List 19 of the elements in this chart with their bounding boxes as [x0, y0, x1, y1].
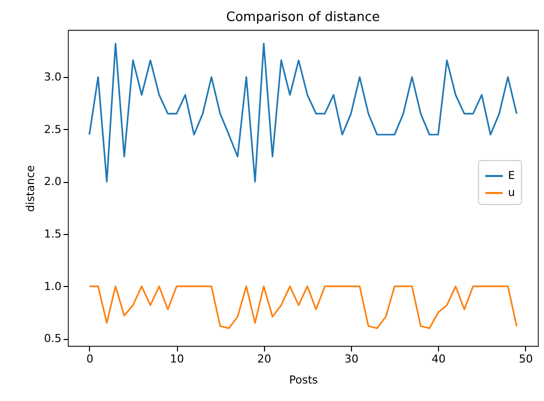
x-tick-label: 50 — [518, 352, 533, 366]
y-tick-label: 2.5 — [44, 122, 62, 136]
y-tick-label: 0.5 — [44, 332, 62, 346]
line-series — [88, 286, 518, 330]
x-tick-label: 0 — [86, 352, 94, 366]
legend-label: u — [508, 186, 515, 199]
x-tick-label: 10 — [170, 352, 184, 366]
x-tick-label: 40 — [432, 352, 446, 366]
legend-label: E — [508, 169, 515, 182]
x-tick-label: 20 — [257, 352, 272, 366]
y-tick-label: 2.0 — [44, 175, 62, 188]
y-tick-label: 1.0 — [44, 280, 62, 293]
x-axis-title: Posts — [289, 374, 318, 386]
line-series — [88, 42, 518, 183]
y-tick-label: 3.0 — [44, 70, 62, 84]
x-tick-label: 30 — [344, 352, 358, 366]
y-tick-label: 1.5 — [44, 228, 62, 241]
chart-title: Comparison of distance — [226, 10, 380, 25]
y-axis-title: distance — [24, 164, 38, 212]
